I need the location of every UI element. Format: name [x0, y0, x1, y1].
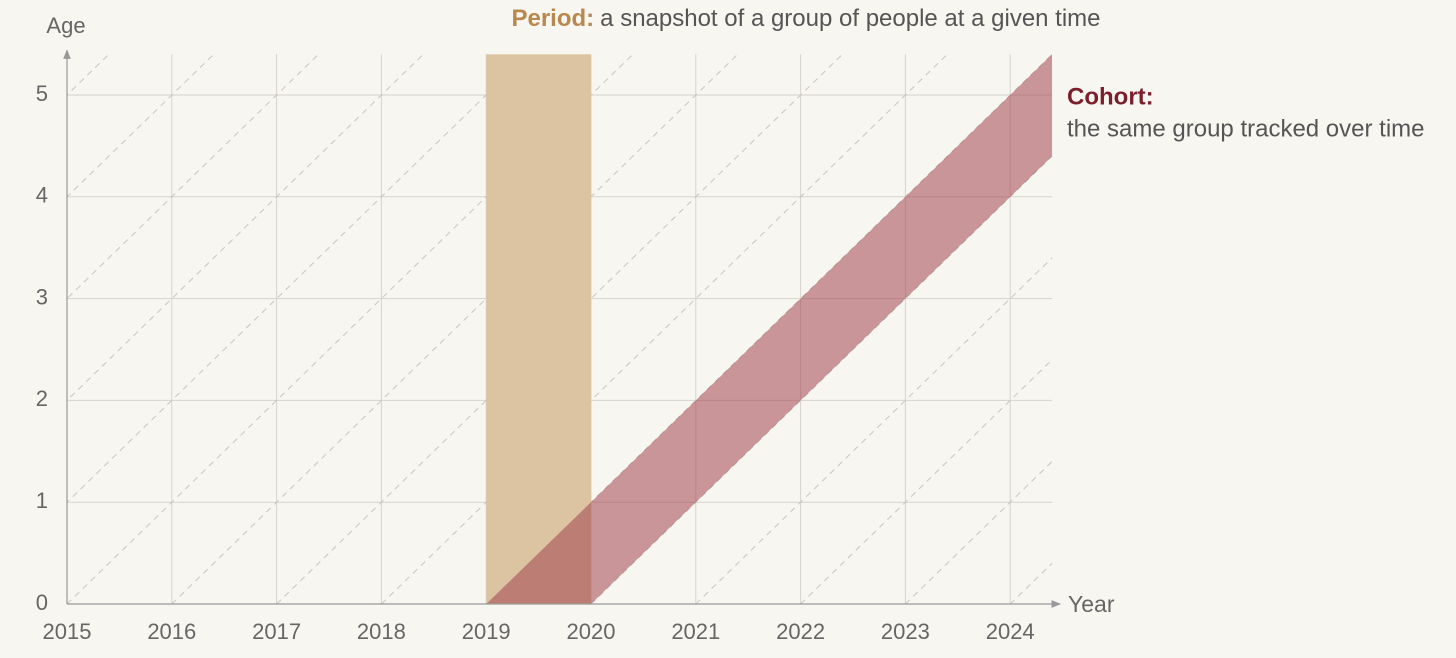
x-tick-label: 2022 [776, 619, 825, 644]
cohort-band [486, 54, 1053, 604]
title-label: Period: [511, 5, 594, 32]
lifeline [67, 54, 215, 198]
cohort-description: the same group tracked over time [1067, 115, 1425, 142]
y-axis-label: Age [46, 13, 85, 38]
marks [486, 54, 1053, 604]
y-tick-label: 1 [36, 488, 48, 513]
lifeline [171, 54, 739, 604]
lifeline [67, 54, 425, 402]
lifeline [1115, 0, 1456, 604]
lifeline [800, 358, 1053, 604]
x-tick-label: 2018 [357, 619, 406, 644]
lifeline [67, 54, 320, 300]
lifeline [276, 54, 844, 604]
axes: 2015 2016 2017 2018 2019 2020 2021 2022 2023 2024… [36, 49, 1062, 644]
x-tick-label: 2017 [252, 619, 301, 644]
period-band [486, 54, 591, 604]
x-tick-label: 2020 [567, 619, 616, 644]
title-text: a snapshot of a group of people at a giv… [600, 5, 1100, 32]
grid [0, 0, 1456, 605]
x-tick-label: 2021 [671, 619, 720, 644]
x-tick-label: 2024 [986, 619, 1035, 644]
lifelines [0, 0, 1456, 604]
y-tick-label: 4 [36, 183, 48, 208]
y-tick-label: 3 [36, 284, 48, 309]
x-tick-label: 2016 [147, 619, 196, 644]
lifeline [0, 0, 486, 604]
x-tick-label: 2015 [43, 619, 92, 644]
x-axis-label: Year [1068, 591, 1115, 617]
chart-title: Period: a snapshot of a group of people a… [511, 5, 1100, 32]
lifeline [590, 155, 1053, 604]
lifeline [695, 257, 1053, 604]
cohort-label: Cohort: [1067, 83, 1154, 110]
y-tick-label: 5 [36, 81, 48, 106]
y-tick-label: 2 [36, 386, 48, 411]
lifeline [905, 460, 1053, 604]
x-tick-label: 2019 [462, 619, 511, 644]
y-tick-label: 0 [36, 590, 48, 615]
x-tick-label: 2023 [881, 619, 930, 644]
